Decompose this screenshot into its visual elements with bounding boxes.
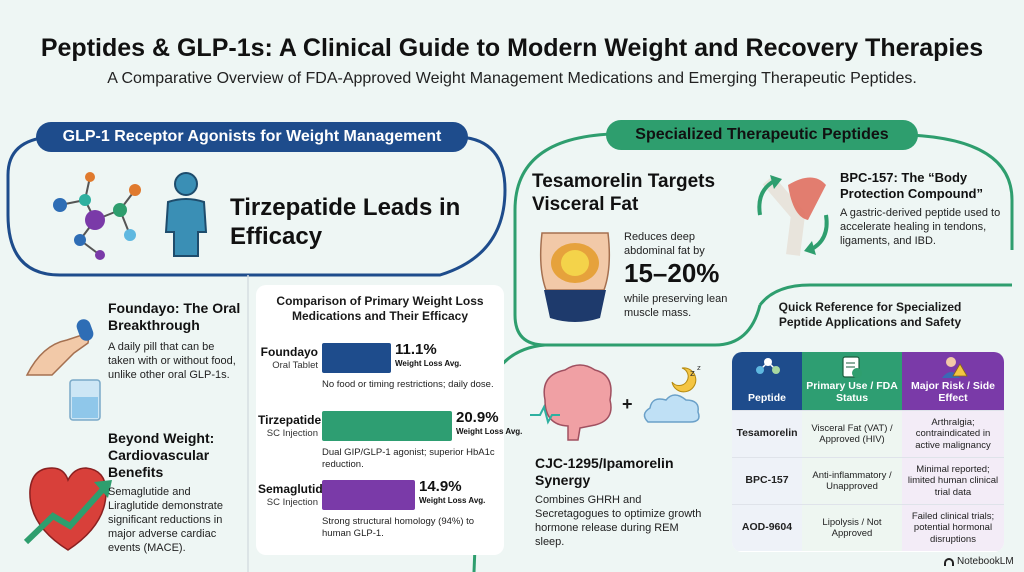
foundayo-title: Foundayo: The Oral Breakthrough bbox=[108, 300, 241, 333]
table-cell-use: Lipolysis / Not Approved bbox=[802, 504, 902, 551]
chart-value-note: Weight Loss Avg. bbox=[456, 427, 523, 436]
peptide-molecule-icon bbox=[756, 358, 780, 374]
page-subtitle: A Comparative Overview of FDA-Approved W… bbox=[107, 70, 917, 87]
chart-bar-description: Strong structural homology (94%) to huma… bbox=[322, 516, 475, 539]
table-cell-peptide: AOD-9604 bbox=[732, 504, 802, 551]
chart-category-subtype: SC Injection bbox=[266, 428, 318, 439]
bpc-title: BPC-157: The “Body Protection Compound” bbox=[840, 170, 983, 201]
bpc-desc: A gastric-derived peptide used to accele… bbox=[840, 207, 1001, 247]
chart-bar bbox=[322, 411, 452, 441]
chart-category-subtype: Oral Tablet bbox=[272, 360, 318, 371]
chart-value-label: 14.9% bbox=[419, 478, 462, 495]
chart-value-note: Weight Loss Avg. bbox=[395, 359, 462, 368]
hand-pill-icon bbox=[25, 319, 101, 421]
chart-value-label: 11.1% bbox=[395, 341, 437, 358]
table-cell-risk: Failed clinical trials; potential hormon… bbox=[902, 504, 1004, 551]
chart-value-note: Weight Loss Avg. bbox=[419, 496, 486, 505]
chart-category-label: Tirzepatide bbox=[258, 413, 322, 427]
cjc-desc: Combines GHRH and Secretagogues to optim… bbox=[535, 494, 702, 548]
table-cell-use: Visceral Fat (VAT) / Approved (HIV) bbox=[802, 410, 902, 457]
table-cell-risk: Arthralgia; contraindicated in active ma… bbox=[902, 410, 1004, 457]
svg-text:z: z bbox=[690, 369, 695, 379]
chart-category-label: Semaglutide bbox=[258, 482, 330, 496]
chart-value-label: 20.9% bbox=[456, 409, 499, 426]
table-cell-peptide: Tesamorelin bbox=[732, 410, 802, 457]
page-title: Peptides & GLP-1s: A Clinical Guide to M… bbox=[40, 34, 984, 62]
person-icon bbox=[164, 172, 208, 257]
tesamorelin-post: while preserving lean muscle mass. bbox=[624, 293, 728, 319]
chart-title: Comparison of Primary Weight Loss Medica… bbox=[276, 294, 484, 323]
heart-growth-icon bbox=[23, 467, 112, 551]
sleep-cloud-icon: z z bbox=[643, 364, 701, 423]
tesamorelin-pre: Reduces deep abdominal fat by bbox=[624, 231, 705, 257]
joint-healing-icon bbox=[757, 175, 829, 256]
molecule-icon bbox=[53, 172, 141, 260]
cjc-title: CJC-1295/Ipamorelin Synergy bbox=[535, 455, 674, 488]
foundayo-desc: A daily pill that can be taken with or w… bbox=[108, 341, 236, 381]
tesamorelin-stat: 15–20% bbox=[624, 258, 720, 288]
table-cell-use: Anti-inflammatory / Unapproved bbox=[802, 457, 902, 504]
footer-brand: NotebookLM bbox=[957, 556, 1014, 567]
reference-table-title: Quick Reference for Specialized Peptide … bbox=[778, 300, 962, 329]
clipboard-check-icon bbox=[842, 356, 862, 378]
chart-bar bbox=[322, 343, 391, 373]
svg-text:z: z bbox=[697, 364, 701, 372]
notebooklm-logo: NotebookLM bbox=[944, 556, 1014, 567]
chart-bar-description: No food or timing restrictions; daily do… bbox=[322, 379, 494, 390]
peptides-section-pill: Specialized Therapeutic Peptides bbox=[606, 120, 918, 150]
reference-table: Peptide Primary Use / FDA Status Major R… bbox=[732, 352, 1004, 552]
tesamorelin-title: Tesamorelin Targets Visceral Fat bbox=[532, 171, 716, 215]
table-cell-risk: Minimal reported; limited human clinical… bbox=[902, 457, 1004, 504]
chart-bar bbox=[322, 480, 415, 510]
chart-bar-description: Dual GIP/GLP-1 agonist; superior HbA1c r… bbox=[322, 447, 495, 470]
cardio-desc: Semaglutide and Liraglutide demonstrate … bbox=[108, 486, 223, 554]
doctor-warning-icon bbox=[942, 357, 968, 378]
brain-icon bbox=[530, 364, 612, 441]
plus-icon: + bbox=[622, 394, 633, 414]
cardio-title: Beyond Weight: Cardiovascular Benefits bbox=[108, 430, 215, 480]
notebooklm-mark-icon bbox=[944, 557, 954, 566]
chart-category-subtype: SC Injection bbox=[266, 497, 318, 508]
chart-category-label: Foundayo bbox=[260, 345, 318, 359]
table-cell-peptide: BPC-157 bbox=[732, 457, 802, 504]
tirzepatide-hero-text: Tirzepatide Leads in Efficacy bbox=[230, 194, 461, 250]
glp1-section-pill: GLP-1 Receptor Agonists for Weight Manag… bbox=[36, 122, 468, 152]
abdomen-icon bbox=[539, 232, 611, 322]
